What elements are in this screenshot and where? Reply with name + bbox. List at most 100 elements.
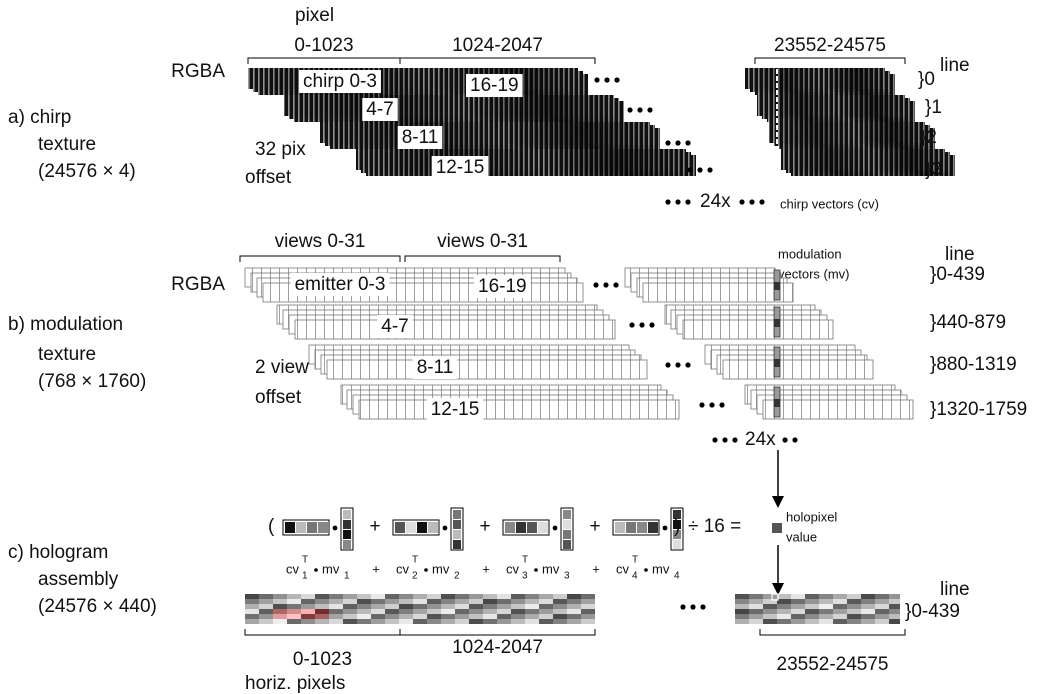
line-range: }440-879 [930, 312, 1006, 333]
offset-label: 32 pix [255, 139, 306, 160]
hologram-cell [259, 609, 273, 614]
ellipsis-dot [594, 77, 600, 83]
hologram-cell [511, 594, 525, 599]
ellipsis-dot [639, 322, 645, 328]
label-box [426, 398, 484, 422]
cv-cell [296, 522, 306, 533]
mv-cell [453, 530, 461, 539]
hologram-cell [553, 619, 567, 624]
format-label: RGBA [171, 61, 225, 82]
hologram-cell [385, 594, 399, 599]
hologram-cell [525, 609, 539, 614]
ellipsis-dot [604, 77, 610, 83]
hologram-cell [581, 619, 595, 624]
hologram-cell [553, 614, 567, 619]
hologram-cell [441, 594, 455, 599]
hologram-cell [581, 609, 595, 614]
line-range: }2 [920, 127, 937, 148]
hologram-cell [875, 599, 889, 604]
hologram-cell [259, 614, 273, 619]
ellipsis-dot [614, 77, 620, 83]
ellipsis-dot [792, 437, 798, 443]
superscript: T [302, 555, 308, 566]
hologram-cell [763, 619, 777, 624]
line-range: }3 [925, 159, 942, 180]
subscript: 1 [302, 571, 308, 582]
result-label: holopixel [786, 509, 837, 524]
vector-label: vectors (mv) [778, 266, 850, 281]
section-label: assembly [38, 569, 119, 590]
mv-column-dark [774, 399, 780, 407]
cv-cell [505, 522, 515, 533]
hologram-cell [259, 619, 273, 624]
range-label: 23552-24575 [777, 654, 889, 675]
hologram-cell [749, 614, 763, 619]
hologram-cell [847, 594, 861, 599]
hologram-cell [483, 614, 497, 619]
hologram-cell [441, 604, 455, 609]
hologram-cell [791, 619, 805, 624]
ellipsis-dot [690, 604, 696, 610]
hologram-cell [805, 594, 819, 599]
hologram-cell [287, 599, 301, 604]
label-box [377, 315, 413, 339]
hologram-cell [371, 609, 385, 614]
hologram-cell [847, 604, 861, 609]
hologram-cell [399, 619, 413, 624]
hologram-cell [427, 609, 441, 614]
dot-op [644, 568, 648, 572]
hologram-cell [497, 609, 511, 614]
hologram-cell [455, 614, 469, 619]
cv-cell [648, 522, 658, 533]
hologram-cell [245, 614, 259, 619]
plus: + [369, 516, 380, 537]
mv-cell [673, 520, 681, 529]
section-label: a) chirp [8, 107, 71, 128]
hologram-cell [847, 609, 861, 614]
cv-cell [637, 522, 647, 533]
bracket [239, 255, 401, 262]
ellipsis-dot [665, 140, 671, 146]
ellipsis-dot [665, 199, 671, 205]
hologram-cell [399, 614, 413, 619]
hologram-cell [553, 599, 567, 604]
chirp-shade [320, 122, 650, 143]
bracket [247, 57, 401, 64]
hologram-cell [315, 614, 329, 619]
bracket [244, 629, 401, 636]
cv-cell [307, 522, 317, 533]
modulation-strip [762, 399, 914, 420]
mv-cell [453, 540, 461, 549]
dot-op [534, 568, 538, 572]
mv-cell [563, 510, 571, 519]
hologram-cell [287, 594, 301, 599]
hologram-cell [777, 594, 791, 599]
hologram-cell [301, 609, 315, 614]
axis-title: pixel [295, 5, 334, 26]
hologram-cell [861, 594, 875, 599]
hologram-cell [497, 614, 511, 619]
ellipsis-dot [722, 437, 728, 443]
hologram-cell [497, 599, 511, 604]
mv-cell [343, 540, 351, 549]
cv-cell [406, 522, 416, 533]
line-header: line [945, 244, 975, 265]
hologram-cell [287, 619, 301, 624]
hologram-cell [511, 604, 525, 609]
ellipsis-dot [685, 199, 691, 205]
hologram-cell [805, 619, 819, 624]
range-label: views 0-31 [275, 231, 366, 252]
cv-cell [615, 522, 625, 533]
ellipsis-dot [680, 604, 686, 610]
hologram-cell [315, 609, 329, 614]
hologram-cell [735, 594, 749, 599]
hologram-cell [273, 594, 287, 599]
hologram-cell [357, 619, 371, 624]
cv-cell [395, 522, 405, 533]
hologram-cell [567, 594, 581, 599]
label-box [397, 126, 443, 150]
hologram-cell [777, 599, 791, 604]
hologram-cell [763, 599, 777, 604]
row-label: 12-15 [431, 399, 480, 420]
hologram-cell [413, 604, 427, 609]
